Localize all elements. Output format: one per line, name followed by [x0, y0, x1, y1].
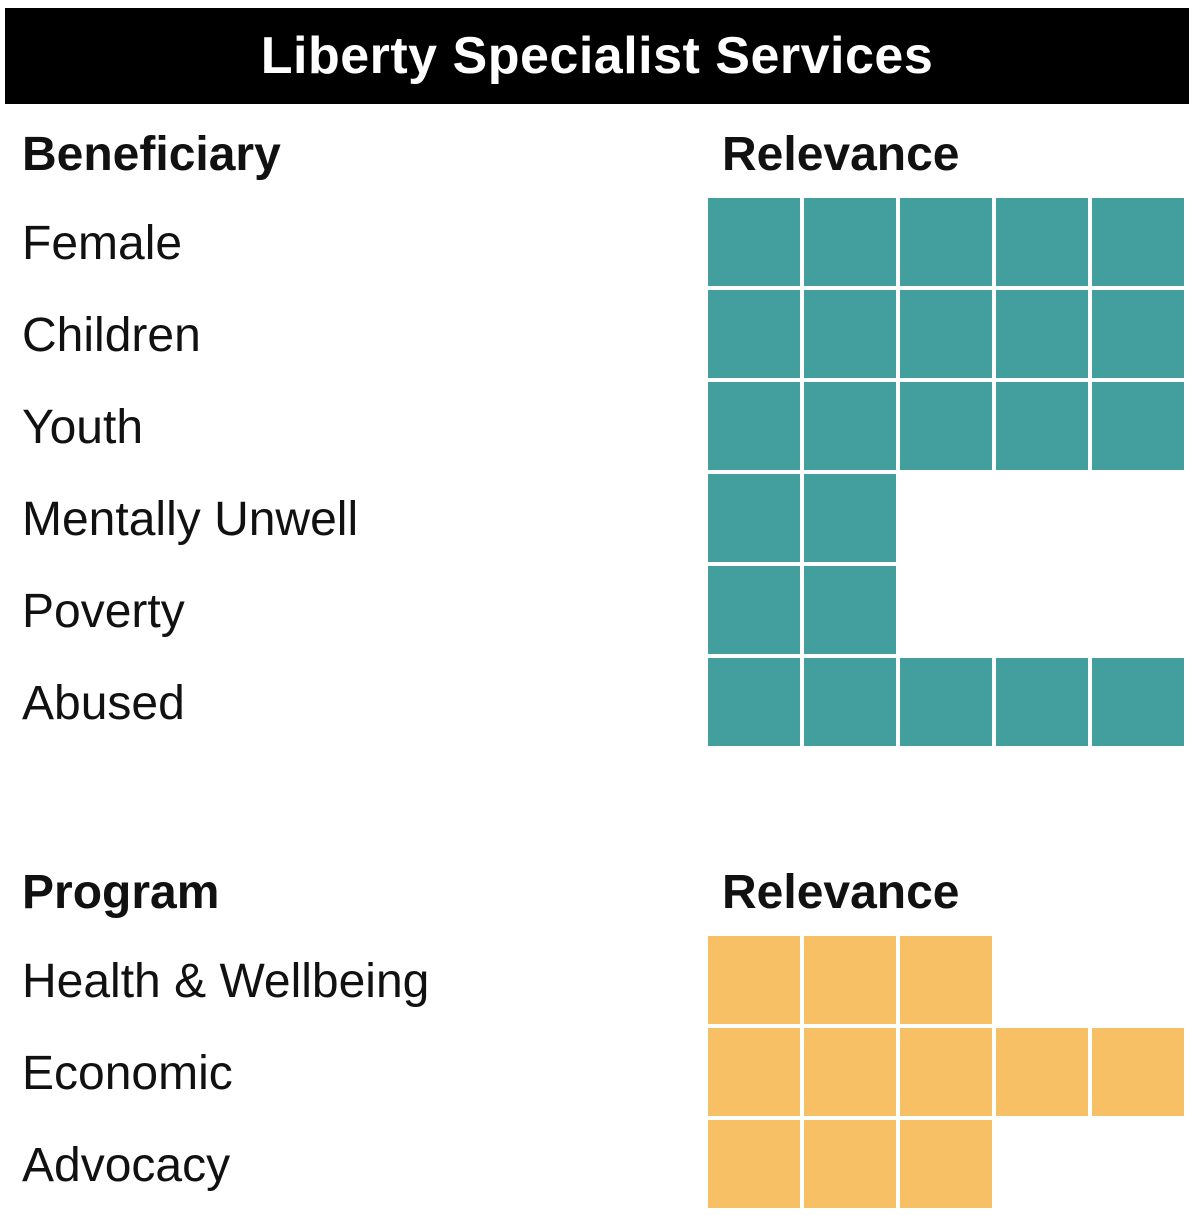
relevance-cell-filled [804, 1028, 896, 1116]
relevance-cell-filled [996, 290, 1088, 378]
relevance-cell-filled [708, 566, 800, 654]
relevance-cell-filled [1092, 1028, 1184, 1116]
row-label: Mentally Unwell [22, 493, 359, 546]
relevance-cell-filled [804, 1120, 896, 1208]
program-header: Program [22, 866, 220, 919]
relevance-cell-filled [900, 290, 992, 378]
relevance-header: Relevance [722, 128, 960, 181]
relevance-cells [708, 290, 1188, 378]
relevance-cell-filled [1092, 290, 1184, 378]
relevance-cell-filled [804, 198, 896, 286]
row-label: Health & Wellbeing [22, 955, 430, 1008]
relevance-cell-filled [804, 936, 896, 1024]
relevance-cell-filled [996, 1028, 1088, 1116]
relevance-cell-filled [900, 198, 992, 286]
relevance-cell-filled [708, 382, 800, 470]
row-label: Children [22, 309, 201, 362]
relevance-cell-filled [900, 1120, 992, 1208]
relevance-cell-empty [1092, 474, 1184, 562]
relevance-cell-empty [996, 566, 1088, 654]
relevance-cell-empty [1092, 936, 1184, 1024]
relevance-cell-filled [996, 198, 1088, 286]
row-label: Advocacy [22, 1139, 231, 1192]
relevance-cells [708, 658, 1188, 746]
beneficiary-header: Beneficiary [22, 128, 281, 181]
relevance-cell-filled [996, 658, 1088, 746]
relevance-cell-filled [900, 382, 992, 470]
relevance-cells [708, 382, 1188, 470]
chart-title: Liberty Specialist Services [5, 8, 1189, 104]
relevance-header: Relevance [722, 866, 960, 919]
relevance-cell-empty [900, 566, 992, 654]
relevance-cells [708, 1120, 1188, 1208]
row-label: Poverty [22, 585, 185, 638]
relevance-cell-filled [996, 382, 1088, 470]
relevance-cell-empty [996, 474, 1088, 562]
row-label: Abused [22, 677, 185, 730]
row-label: Economic [22, 1047, 233, 1100]
relevance-cell-filled [900, 1028, 992, 1116]
relevance-cells [708, 566, 1188, 654]
relevance-cell-filled [708, 936, 800, 1024]
relevance-cell-filled [804, 382, 896, 470]
relevance-cell-empty [1092, 1120, 1184, 1208]
relevance-cell-filled [1092, 382, 1184, 470]
relevance-cell-filled [708, 290, 800, 378]
row-label: Youth [22, 401, 144, 454]
relevance-cell-filled [1092, 658, 1184, 746]
relevance-cell-filled [708, 1028, 800, 1116]
relevance-cells [708, 1028, 1188, 1116]
relevance-cell-filled [708, 474, 800, 562]
relevance-cell-filled [708, 658, 800, 746]
relevance-cell-filled [708, 198, 800, 286]
relevance-cell-filled [804, 290, 896, 378]
relevance-cell-filled [900, 658, 992, 746]
relevance-cell-filled [708, 1120, 800, 1208]
relevance-cells [708, 936, 1188, 1024]
row-label: Female [22, 217, 183, 270]
relevance-cells [708, 474, 1188, 562]
relevance-cell-filled [804, 658, 896, 746]
relevance-cell-filled [900, 936, 992, 1024]
relevance-cell-filled [804, 474, 896, 562]
relevance-cell-empty [1092, 566, 1184, 654]
relevance-cell-empty [900, 474, 992, 562]
relevance-cell-empty [996, 1120, 1088, 1208]
relevance-cell-filled [804, 566, 896, 654]
relevance-cell-empty [996, 936, 1088, 1024]
relevance-cells [708, 198, 1188, 286]
relevance-cell-filled [1092, 198, 1184, 286]
